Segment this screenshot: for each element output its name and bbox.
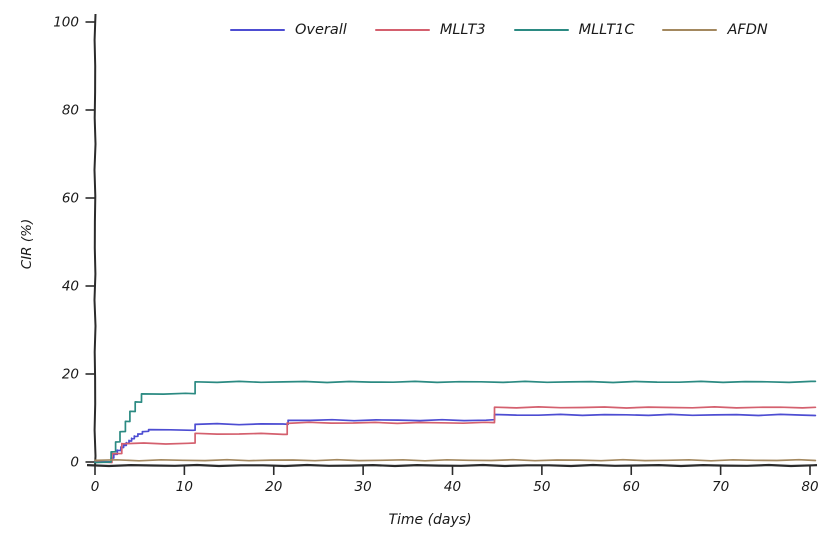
y-tick-label: 40: [62, 279, 79, 295]
x-tick-label: 0: [91, 479, 100, 495]
series-line-afdn: [94, 458, 817, 462]
legend-item-afdn: AFDN: [662, 22, 768, 38]
legend-label: MLLT3: [439, 22, 486, 38]
legend-line-swatch: [662, 29, 718, 31]
legend-label: AFDN: [727, 22, 768, 38]
chart-legend: Overall MLLT3 MLLT1C AFDN: [230, 22, 768, 38]
legend-line-swatch: [513, 29, 569, 31]
y-tick-label: 80: [62, 103, 79, 119]
legend-item-mllt1c: MLLT1C: [513, 22, 635, 38]
y-tick-label: 60: [62, 191, 79, 207]
axis-tick-labels: 0 20 40 60 80 100 0 10 20 30 40 50 60 70 80: [53, 15, 818, 496]
x-tick-label: 40: [444, 479, 461, 495]
legend-line-swatch: [230, 29, 285, 31]
legend-item-mllt3: MLLT3: [374, 22, 486, 38]
axis-ticks: [85, 21, 811, 475]
x-tick-label: 70: [712, 479, 729, 495]
legend-line-swatch: [374, 29, 430, 31]
series-line-mllt3: [94, 406, 817, 464]
x-tick-label: 30: [355, 479, 372, 495]
x-axis-title: Time (days): [388, 512, 472, 528]
y-tick-label: 100: [53, 15, 79, 31]
series-curves: [94, 380, 817, 464]
legend-label: Overall: [295, 22, 347, 38]
legend-item-overall: Overall: [230, 22, 347, 38]
y-tick-label: 0: [70, 455, 79, 471]
legend-label: MLLT1C: [578, 22, 635, 38]
x-tick-label: 60: [623, 479, 640, 495]
y-axis-title: CIR (%): [19, 218, 35, 270]
x-tick-label: 20: [265, 479, 282, 495]
axis-spines: [86, 13, 818, 468]
series-line-overall: [94, 413, 817, 463]
x-tick-label: 80: [801, 479, 818, 495]
x-tick-label: 50: [533, 479, 550, 495]
series-line-mllt1c: [94, 380, 817, 464]
x-tick-label: 10: [176, 479, 193, 495]
y-tick-label: 20: [62, 367, 79, 383]
